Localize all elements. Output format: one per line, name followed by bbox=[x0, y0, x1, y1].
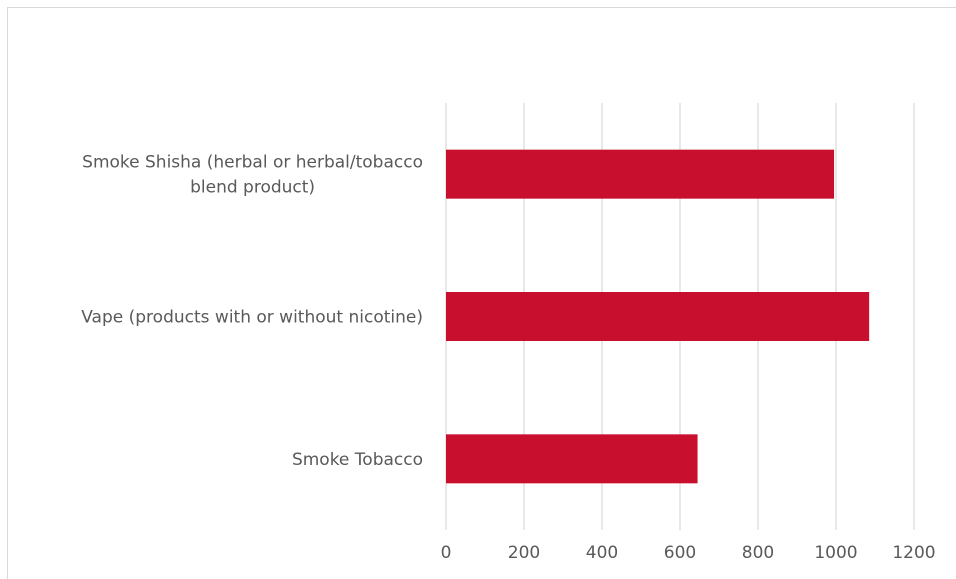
x-tick-label: 0 bbox=[441, 543, 452, 563]
x-tick-label: 600 bbox=[664, 543, 696, 563]
x-tick-label: 200 bbox=[508, 543, 540, 563]
bars bbox=[446, 149, 870, 484]
category-label: blend product) bbox=[190, 178, 315, 198]
value-axis-tick-labels: 0 200 400 600 800 1000 1200 bbox=[441, 543, 936, 563]
category-axis-labels: Smoke Shisha (herbal or herbal/tobacco bl… bbox=[81, 153, 423, 470]
category-label: Vape (products with or without nicotine) bbox=[81, 308, 423, 328]
category-label: Smoke Shisha (herbal or herbal/tobacco bbox=[82, 153, 423, 173]
bar bbox=[446, 149, 835, 199]
bar bbox=[446, 434, 698, 484]
x-tick-label: 800 bbox=[742, 543, 774, 563]
x-tick-label: 1000 bbox=[814, 543, 857, 563]
x-tick-label: 1200 bbox=[892, 543, 935, 563]
category-label: Smoke Tobacco bbox=[292, 450, 423, 470]
x-tick-label: 400 bbox=[586, 543, 618, 563]
bar bbox=[446, 292, 870, 341]
